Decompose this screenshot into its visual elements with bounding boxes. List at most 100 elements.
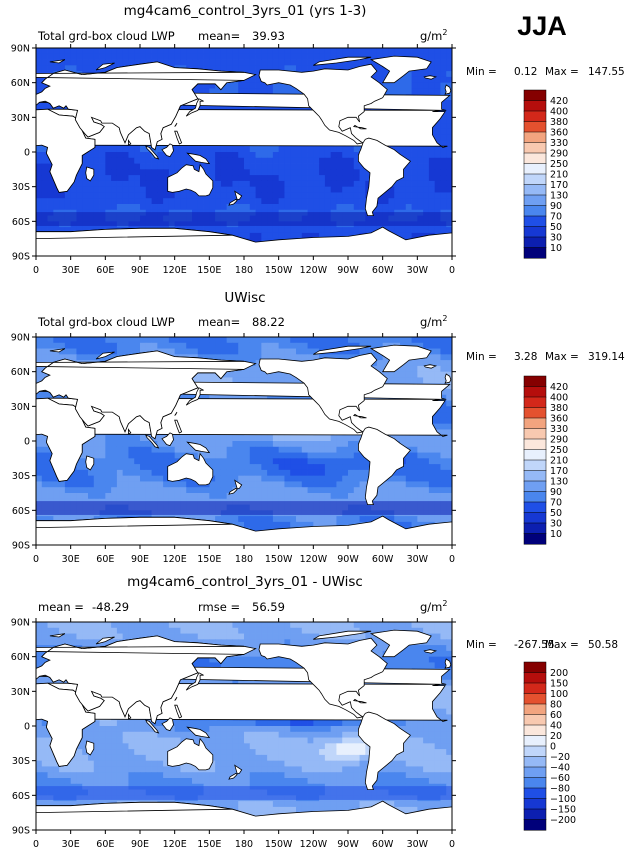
- field-cell: [261, 65, 268, 72]
- field-cell: [301, 452, 308, 459]
- field-cell: [36, 464, 43, 471]
- field-cell: [296, 198, 303, 205]
- field-cell: [405, 152, 412, 159]
- field-cell: [105, 464, 112, 471]
- field-cell: [47, 337, 54, 344]
- field-cell: [434, 360, 441, 367]
- field-cell: [255, 493, 262, 500]
- field-cell: [446, 53, 452, 60]
- field-cell: [272, 446, 280, 453]
- field-cell: [272, 152, 280, 159]
- field-cell: [376, 76, 384, 84]
- field-cell: [272, 371, 280, 378]
- field-cell: [330, 175, 337, 182]
- field-cell: [140, 157, 147, 164]
- field-cell: [313, 186, 320, 193]
- field-cell: [70, 481, 77, 488]
- field-cell: [209, 82, 216, 89]
- field-cell: [157, 493, 164, 500]
- field-cell: [290, 469, 297, 477]
- field-cell: [180, 146, 187, 153]
- field-cell: [99, 348, 106, 355]
- field-cell: [446, 441, 452, 448]
- field-cell: [336, 157, 343, 164]
- field-cell: [41, 446, 48, 453]
- colorbar-label: 330: [550, 138, 568, 149]
- field-cell: [186, 487, 193, 494]
- field-cell: [400, 337, 407, 344]
- field-cell: [359, 198, 366, 205]
- field-cell: [145, 175, 152, 182]
- field-cell: [371, 53, 378, 60]
- field-cell: [157, 169, 164, 176]
- field-cell: [99, 481, 106, 488]
- field-cell: [244, 53, 251, 60]
- field-cell: [70, 186, 77, 193]
- field-cell: [93, 441, 100, 448]
- field-cell: [267, 169, 274, 176]
- field-cell: [290, 204, 297, 211]
- field-cell: [255, 65, 262, 72]
- field-cell: [284, 88, 291, 95]
- field-cell: [163, 475, 170, 482]
- field-cell: [59, 204, 66, 211]
- field-cell: [446, 180, 452, 188]
- field-cell: [290, 198, 297, 205]
- field-cell: [423, 342, 430, 349]
- field-cell: [244, 469, 251, 477]
- field-cell: [197, 204, 204, 211]
- field-cell: [371, 59, 378, 66]
- field-cell: [278, 192, 285, 199]
- field-cell: [232, 354, 239, 361]
- field-cell: [151, 157, 158, 164]
- colorbar-label: 360: [550, 128, 568, 139]
- land-polygon: [357, 137, 411, 217]
- field-cell: [105, 337, 112, 344]
- field-cell: [186, 394, 193, 401]
- field-cell: [353, 59, 360, 66]
- field-cell: [296, 458, 303, 465]
- field-cell: [41, 516, 48, 523]
- field-cell: [324, 192, 332, 199]
- field-cell: [238, 487, 245, 494]
- field-cell: [394, 377, 401, 384]
- field-cell: [197, 152, 204, 159]
- field-cell: [428, 71, 436, 78]
- field-cell: [428, 365, 436, 373]
- field-cell: [301, 204, 308, 211]
- variable-label: Total grd-box cloud LWP: [37, 29, 175, 43]
- field-cell: [428, 360, 436, 367]
- field-cell: [382, 342, 389, 349]
- field-cell: [353, 458, 360, 465]
- field-cell: [36, 371, 43, 378]
- field-cell: [423, 186, 430, 193]
- field-cell: [140, 348, 147, 355]
- field-cell: [440, 186, 447, 193]
- field-cell: [186, 435, 193, 442]
- field-cell: [290, 157, 297, 164]
- field-cell: [278, 152, 285, 159]
- field-cell: [47, 163, 54, 170]
- field-cell: [365, 227, 372, 234]
- field-cell: [434, 481, 441, 488]
- field-cell: [353, 446, 360, 453]
- field-cell: [348, 354, 355, 361]
- field-cell: [434, 371, 441, 378]
- field-cell: [59, 65, 66, 72]
- field-cell: [290, 227, 297, 234]
- field-cell: [342, 493, 349, 500]
- field-cell: [290, 348, 297, 355]
- field-cell: [446, 417, 452, 425]
- field-cell: [93, 59, 100, 66]
- field-cell: [434, 180, 441, 188]
- field-cell: [272, 88, 280, 95]
- field-cell: [128, 157, 135, 164]
- field-cell: [296, 354, 303, 361]
- field-cell: [255, 146, 262, 153]
- field-cell: [428, 227, 436, 234]
- field-cell: [47, 59, 54, 66]
- field-cell: [446, 464, 452, 471]
- field-cell: [255, 348, 262, 355]
- field-cell: [446, 48, 452, 55]
- field-cell: [428, 198, 436, 205]
